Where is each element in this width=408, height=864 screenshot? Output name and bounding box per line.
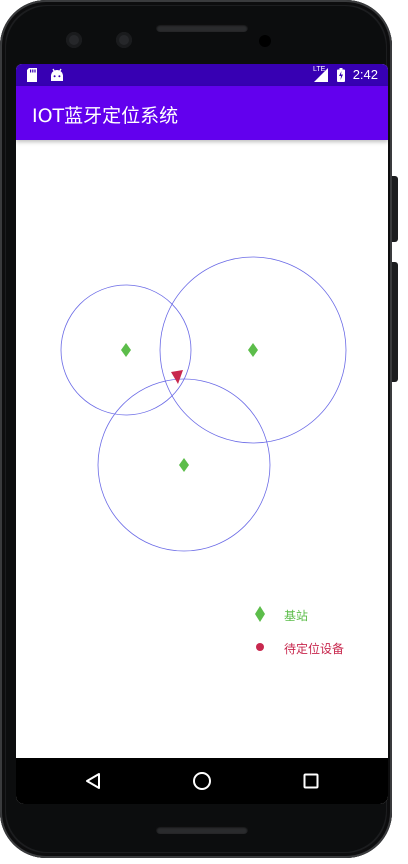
android-icon xyxy=(51,68,63,81)
recents-icon[interactable] xyxy=(303,773,319,789)
battery-charging-icon xyxy=(337,68,345,82)
earpiece-speaker xyxy=(156,24,248,32)
front-camera-secondary xyxy=(116,32,132,48)
range-circle-3 xyxy=(97,378,271,552)
app-title: IOT蓝牙定位系统 xyxy=(32,105,179,127)
network-type-label: LTE xyxy=(313,66,326,73)
proximity-sensor xyxy=(259,35,271,47)
volume-button xyxy=(392,262,398,382)
legend-device-label: 待定位设备 xyxy=(284,642,345,656)
power-button xyxy=(392,176,398,242)
back-icon[interactable] xyxy=(84,772,102,790)
base-station-marker-3 xyxy=(179,458,189,472)
status-time: 2:42 xyxy=(352,67,378,82)
front-camera xyxy=(66,32,82,48)
device-position-region xyxy=(171,370,183,384)
lte-signal-icon xyxy=(314,68,328,82)
legend-base-station-label: 基站 xyxy=(284,609,309,623)
positioning-canvas xyxy=(60,256,347,651)
status-bar: LTE 2:42 xyxy=(16,64,388,86)
legend-base-station-icon xyxy=(255,606,265,622)
range-circle-1 xyxy=(60,284,192,416)
app-bar: IOT蓝牙定位系统 xyxy=(16,86,388,140)
base-station-marker-1 xyxy=(121,343,131,357)
bottom-speaker xyxy=(156,826,248,834)
range-circle-2 xyxy=(159,256,347,444)
legend-device-icon xyxy=(256,643,264,651)
home-icon[interactable] xyxy=(192,771,212,791)
sd-card-icon xyxy=(27,68,37,82)
phone-frame: LTE 2:42 IOT蓝牙定位系统 xyxy=(0,0,392,858)
base-station-marker-2 xyxy=(248,343,258,357)
screen: LTE 2:42 IOT蓝牙定位系统 xyxy=(16,64,388,804)
navigation-bar xyxy=(16,758,388,804)
